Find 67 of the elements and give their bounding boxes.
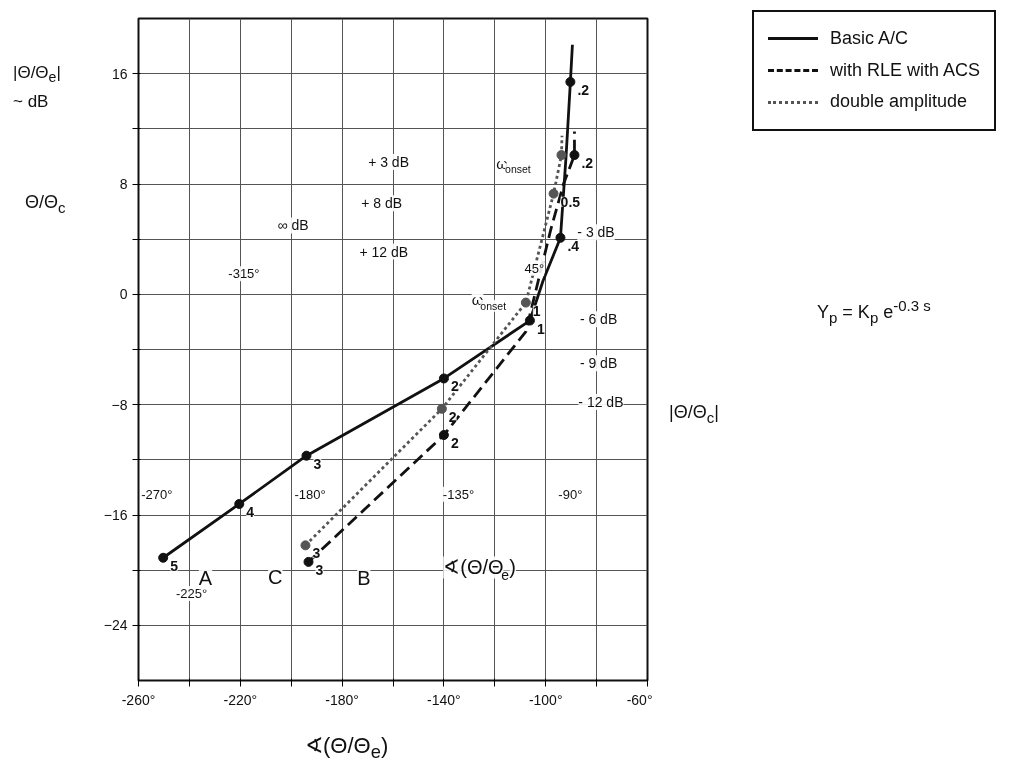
- annotation: -270°: [141, 486, 173, 502]
- y-tick-label: −24: [103, 617, 128, 634]
- x-tick-label: -100°: [528, 691, 563, 708]
- annotation: -90°: [558, 486, 583, 502]
- annotation: .2: [577, 81, 590, 98]
- point: [520, 297, 531, 308]
- point: [565, 76, 576, 87]
- annotation: + 3 dB: [368, 153, 410, 170]
- annotation: 1: [532, 302, 541, 319]
- x-tick-label: -140°: [427, 691, 461, 708]
- point: [158, 552, 169, 563]
- point: [548, 188, 559, 199]
- point: [303, 556, 314, 567]
- y-tick-label: 8: [119, 176, 128, 192]
- legend-label: double amplitude: [830, 90, 968, 114]
- y-axis-title: |Θ/Θ$_{e}$| ~ dB: [13, 62, 62, 113]
- annotation: 4: [246, 503, 255, 520]
- y-tick-label: −8: [111, 396, 128, 413]
- annotation: .4: [567, 237, 580, 254]
- x-tick-label: -60°: [626, 691, 653, 708]
- x-tick-label: -180°: [325, 691, 359, 708]
- annotation: 2: [448, 408, 457, 425]
- annotation: C: [268, 566, 283, 589]
- annotation: -225°: [175, 586, 208, 602]
- point: [569, 150, 580, 161]
- annotation: + 8 dB: [361, 195, 403, 212]
- annotation: A: [198, 567, 213, 590]
- annotation: -135°: [442, 486, 475, 502]
- point: [524, 315, 535, 326]
- annotation: + 12 dB: [359, 243, 409, 260]
- annotation: -180°: [294, 486, 326, 502]
- annotation: 0.5: [560, 193, 581, 210]
- annotation: - 6 dB: [579, 311, 618, 328]
- text: |Θ/Θ$_{c}$|: [669, 401, 719, 428]
- point: [234, 498, 245, 509]
- annotation: .2: [581, 155, 594, 172]
- point: [300, 540, 311, 551]
- annotation: - 12 dB: [578, 393, 624, 410]
- y-tick-label: −16: [103, 507, 128, 523]
- annotation: -315°: [228, 266, 260, 282]
- text: Y$_{p}$ = K$_{p}$ e$^{-0.3 s}$: [817, 296, 931, 328]
- annotation: 3: [315, 561, 324, 578]
- x-tick-label: -260°: [121, 691, 156, 708]
- annotation: 2: [450, 435, 459, 452]
- annotation: - 9 dB: [579, 355, 618, 372]
- point: [301, 450, 312, 461]
- legend-label: with RLE with ACS: [830, 58, 981, 82]
- annotation: B: [357, 567, 371, 590]
- text: Θ/Θ$_{c}$: [25, 191, 66, 218]
- annotation: ∞ dB: [277, 217, 309, 234]
- point: [438, 373, 449, 384]
- point: [556, 150, 567, 161]
- annotation: 5: [170, 557, 179, 574]
- x-tick-label: -220°: [223, 691, 258, 708]
- annotation: 3: [312, 545, 321, 562]
- point: [438, 430, 449, 440]
- annotation: 45°: [524, 260, 545, 276]
- annotation: 2: [450, 378, 459, 395]
- annotation: 3: [313, 455, 322, 472]
- annotation: - 3 dB: [577, 224, 615, 241]
- annotation: 1: [536, 320, 545, 337]
- x-axis-title: ∢(Θ/Θ$_{e}$): [305, 732, 389, 765]
- point: [436, 403, 447, 414]
- legend-label: Basic A/C: [830, 27, 909, 50]
- y-tick-label: 0: [119, 286, 128, 303]
- point: [555, 232, 566, 243]
- y-tick-label: 16: [111, 65, 128, 82]
